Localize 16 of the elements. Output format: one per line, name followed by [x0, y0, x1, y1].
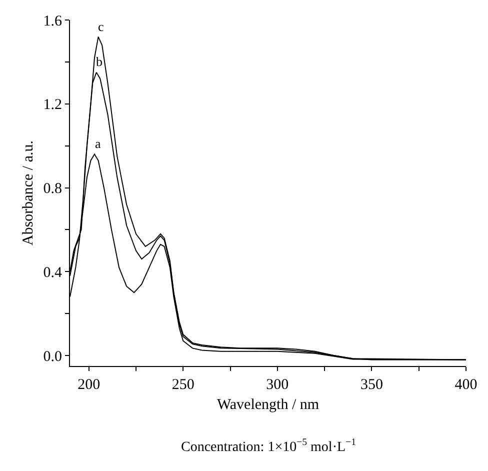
series-label: b: [96, 54, 102, 69]
text: Concentration: 1×10$^{−5}$ mol·L$^{−1}$: [181, 437, 356, 455]
y-tick-label: 0.4: [43, 264, 62, 281]
series-label: a: [95, 136, 101, 151]
x-tick-label: 400: [454, 377, 478, 393]
x-tick-label: 350: [360, 377, 383, 393]
y-tick-label: 0.8: [43, 181, 62, 198]
x-tick-label: 200: [78, 377, 100, 393]
x-axis-title: Wavelength / nm: [216, 397, 320, 413]
y-tick-label: 1.2: [43, 97, 62, 114]
y-tick-label: 0.0: [43, 348, 62, 365]
y-axis-title: Absorbance / a.u.: [20, 140, 36, 246]
y-tick-label: 1.6: [43, 13, 62, 30]
series-label: c: [98, 19, 104, 34]
x-tick-label: 250: [172, 377, 194, 393]
x-tick-label: 300: [266, 377, 289, 393]
